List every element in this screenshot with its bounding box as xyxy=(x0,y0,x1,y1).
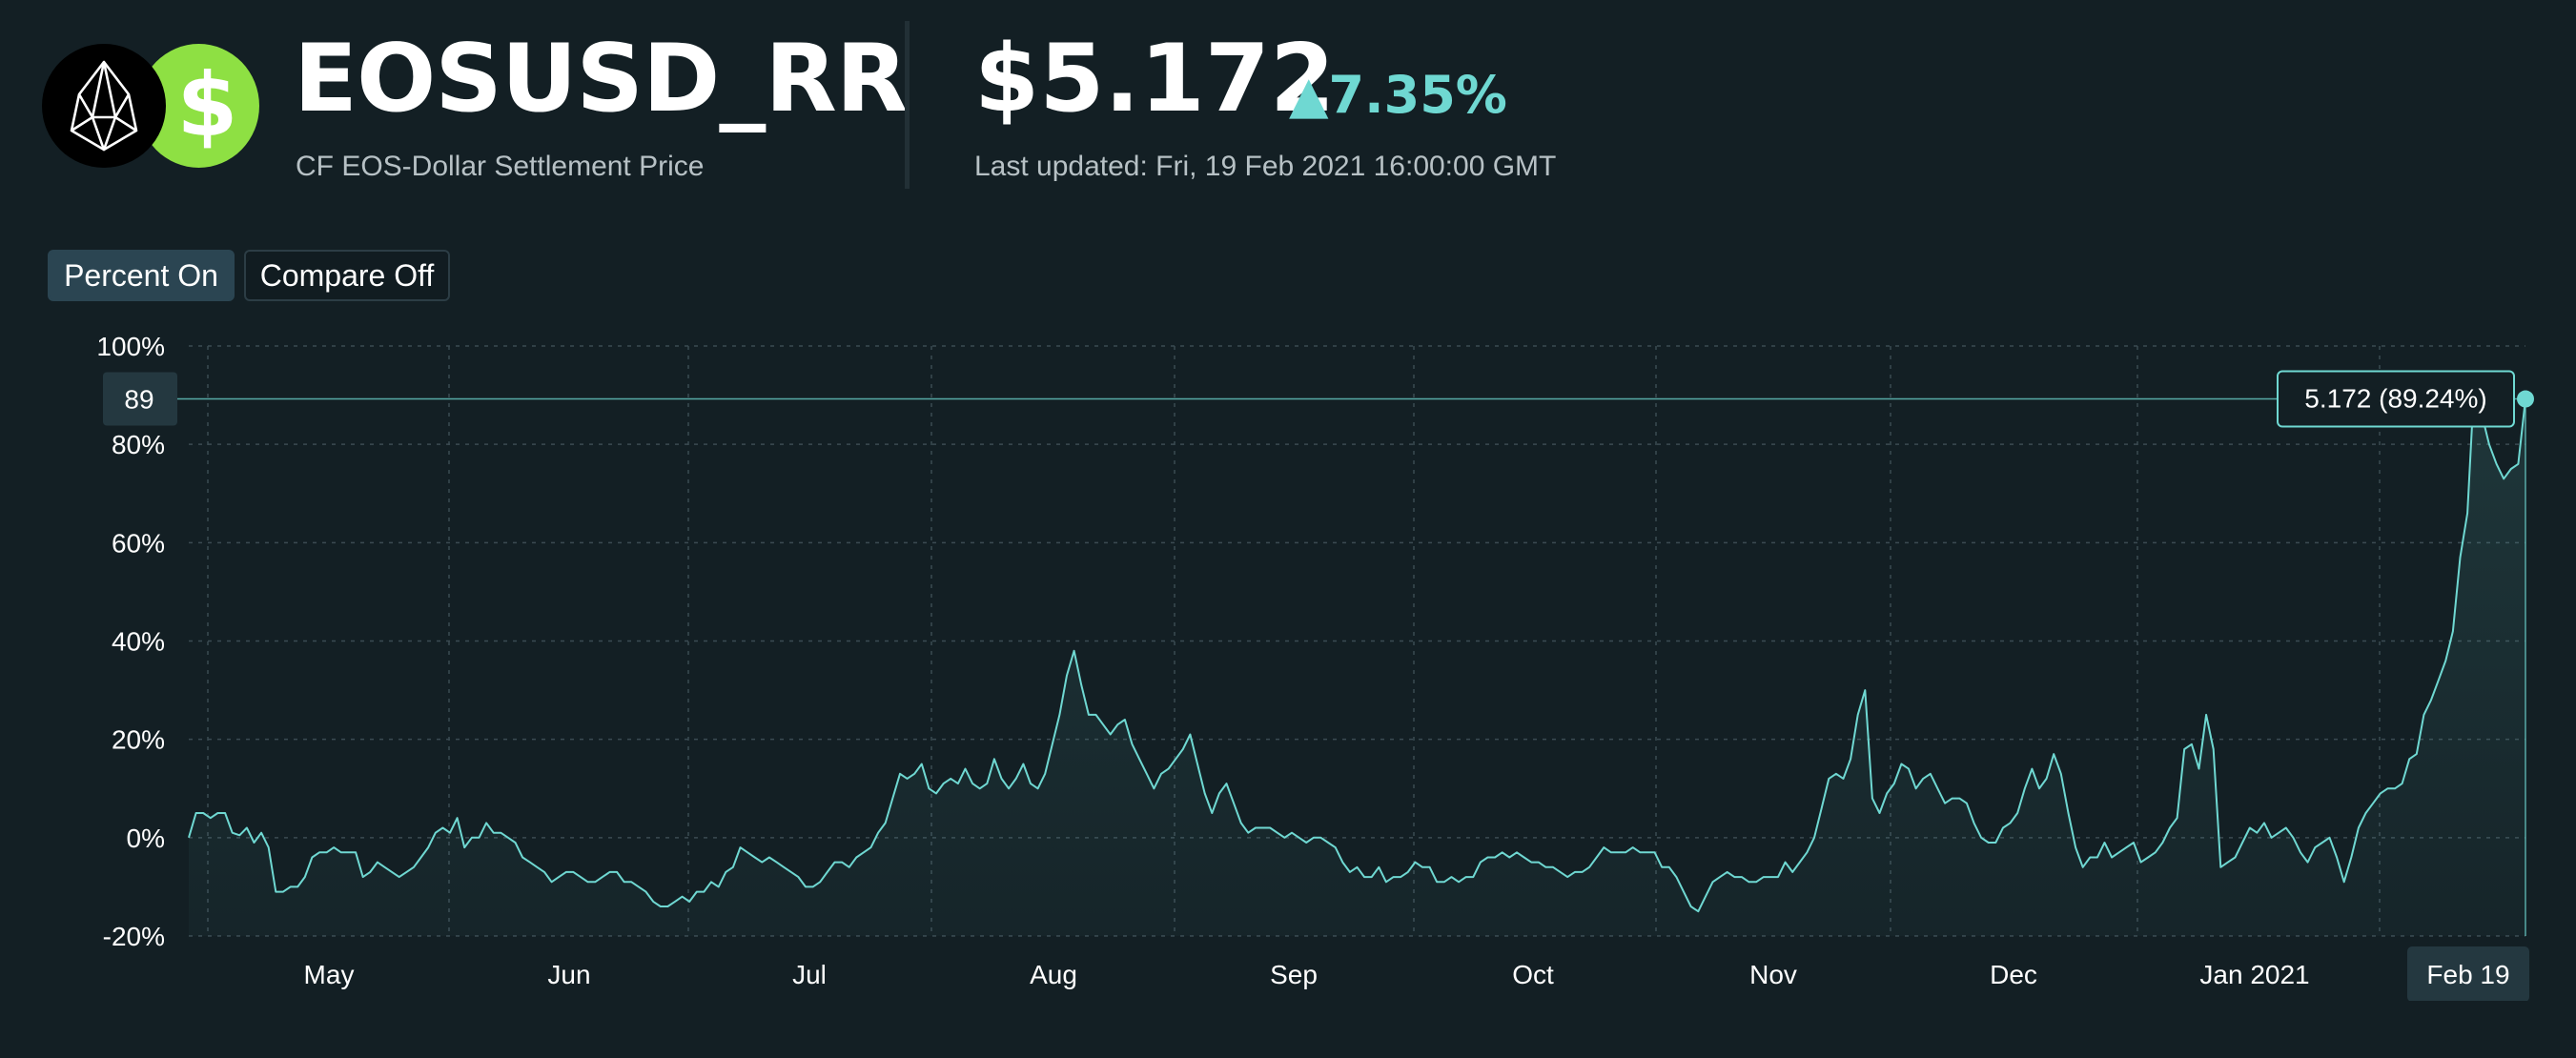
y-tick-label: 60% xyxy=(112,528,165,558)
x-tick-label: Oct xyxy=(1512,960,1554,989)
crosshair-value-label: 5.172 (89.24%) xyxy=(2304,384,2486,414)
crosshair-x-label-box xyxy=(2407,946,2529,1001)
ticker-description: CF EOS-Dollar Settlement Price xyxy=(296,151,705,182)
y-tick-label: -20% xyxy=(103,922,165,951)
crosshair-y-label-box xyxy=(103,372,177,426)
y-tick-label: 20% xyxy=(112,725,165,755)
last-updated: Last updated: Fri, 19 Feb 2021 16:00:00 … xyxy=(974,151,1557,182)
crosshair-x-label: Feb 19 xyxy=(2426,960,2509,989)
chart-grid xyxy=(189,345,2525,937)
header-divider xyxy=(905,21,910,189)
crosshair-point xyxy=(2517,390,2534,408)
x-tick-label: May xyxy=(304,960,355,989)
chart-series xyxy=(188,375,2526,913)
x-tick-label: Sep xyxy=(1270,960,1318,989)
dollar-icon: $ xyxy=(138,44,259,168)
y-tick-label: 0% xyxy=(127,824,165,853)
percent-toggle-button[interactable]: Percent On xyxy=(48,250,235,301)
current-price: $5.172 xyxy=(974,25,1336,133)
series-area xyxy=(189,376,2525,936)
x-tick-label: Nov xyxy=(1749,960,1797,989)
chart-area xyxy=(189,376,2525,936)
price-chart[interactable]: -20% 0% 20% 40% 60% 80% 100% May Jun Jul Aug Sep Oct… xyxy=(0,315,2576,1001)
compare-toggle-button[interactable]: Compare Off xyxy=(244,250,450,301)
chart-axes: -20% 0% 20% 40% 60% 80% 100% May Jun Jul Aug Sep Oct… xyxy=(96,332,2309,989)
price-change: ▲7.35% xyxy=(1289,65,1507,125)
x-tick-label: Jun xyxy=(547,960,590,989)
crosshair-y-label: 89 xyxy=(124,385,153,415)
x-tick-label: Aug xyxy=(1030,960,1077,989)
y-tick-label: 80% xyxy=(112,430,165,459)
x-tick-label: Jul xyxy=(792,960,827,989)
y-tick-label: 100% xyxy=(96,332,165,361)
dollar-symbol: $ xyxy=(176,54,238,156)
x-tick-label: Dec xyxy=(1990,960,2037,989)
crosshair-value-box xyxy=(2277,370,2515,428)
eos-logo-icon xyxy=(42,44,166,168)
y-tick-label: 40% xyxy=(112,627,165,657)
x-tick-label: Jan 2021 xyxy=(2199,960,2309,989)
header: $ EOSUSD_RR CF EOS-Dollar Settlement Pri… xyxy=(0,0,2576,229)
ticker-symbol: EOSUSD_RR xyxy=(294,25,908,133)
chart-crosshair: 89 5.172 (89.24%) Feb 19 xyxy=(103,370,2534,1001)
series-line xyxy=(188,375,2526,913)
